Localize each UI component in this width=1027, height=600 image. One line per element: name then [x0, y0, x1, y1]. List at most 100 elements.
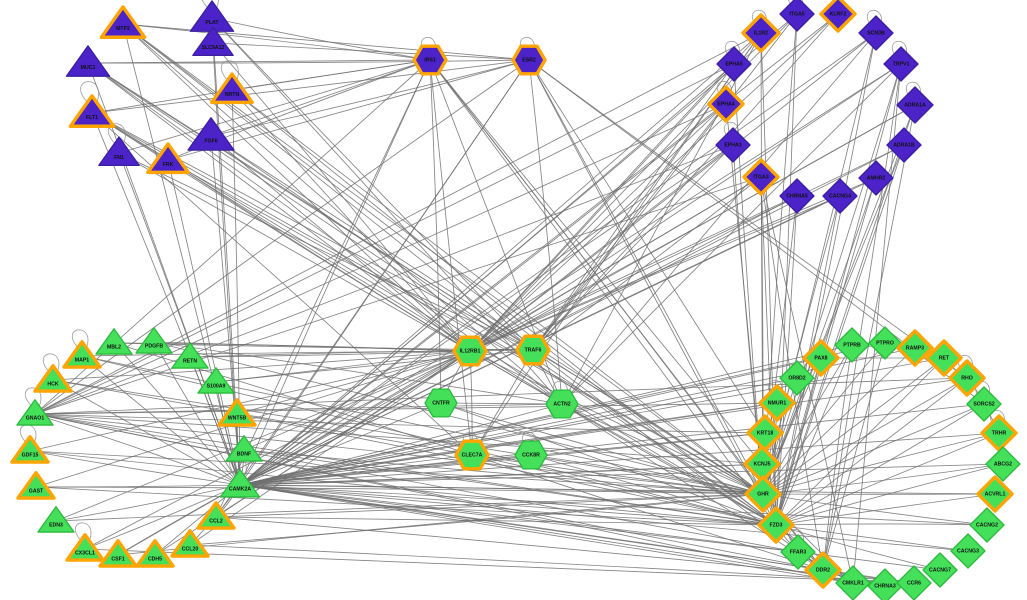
network-node[interactable]: PTPRB — [834, 327, 870, 363]
network-node[interactable]: IL1R2 — [741, 13, 781, 53]
node-diamond-shape[interactable] — [779, 178, 815, 214]
node-diamond-shape[interactable] — [715, 127, 751, 163]
network-node[interactable]: ADRA1A — [896, 86, 934, 124]
node-triangle-shape[interactable] — [99, 5, 147, 39]
node-diamond-shape[interactable] — [758, 384, 796, 422]
network-node[interactable]: RETN — [171, 342, 209, 369]
node-diamond-shape[interactable] — [834, 327, 870, 363]
node-triangle-shape[interactable] — [65, 45, 111, 77]
node-triangle-shape[interactable] — [37, 506, 75, 533]
network-node[interactable]: ESR2 — [511, 44, 547, 76]
node-triangle-shape[interactable] — [189, 0, 235, 32]
network-node[interactable]: GDF15 — [10, 435, 50, 464]
network-node[interactable]: GNAO1 — [16, 399, 54, 426]
node-hexagon-shape[interactable] — [452, 335, 488, 367]
node-diamond-shape[interactable] — [976, 475, 1014, 513]
node-triangle-shape[interactable] — [65, 533, 105, 562]
node-hexagon-shape[interactable] — [515, 334, 551, 366]
node-triangle-shape[interactable] — [187, 117, 235, 151]
node-diamond-shape[interactable] — [757, 506, 795, 544]
node-diamond-shape[interactable] — [867, 568, 903, 600]
network-node[interactable]: GAST — [16, 471, 56, 500]
node-diamond-shape[interactable] — [716, 46, 752, 82]
node-diamond-shape[interactable] — [858, 160, 894, 196]
network-node[interactable]: TRHR — [980, 414, 1018, 452]
network-node[interactable]: CX3CL1 — [65, 533, 105, 562]
network-node[interactable]: KLRF2 — [819, 0, 857, 33]
network-node[interactable]: EDN3 — [37, 506, 75, 533]
network-node[interactable]: MAP1 — [62, 340, 102, 369]
network-node[interactable]: CACNG2 — [969, 507, 1005, 543]
node-diamond-shape[interactable] — [883, 46, 919, 82]
node-diamond-shape[interactable] — [948, 359, 986, 397]
node-hexagon-shape[interactable] — [412, 44, 448, 76]
node-hexagon-shape[interactable] — [454, 439, 490, 471]
network-node[interactable]: CCL2 — [196, 501, 236, 530]
node-diamond-shape[interactable] — [779, 360, 815, 396]
node-diamond-shape[interactable] — [896, 329, 934, 367]
node-triangle-shape[interactable] — [170, 529, 210, 558]
network-node[interactable]: TRAF6 — [515, 334, 551, 366]
network-node[interactable]: PDGFB — [135, 327, 173, 354]
node-diamond-shape[interactable] — [822, 178, 858, 214]
node-diamond-shape[interactable] — [819, 0, 857, 33]
node-triangle-shape[interactable] — [146, 142, 190, 175]
node-diamond-shape[interactable] — [780, 534, 816, 570]
node-diamond-shape[interactable] — [925, 339, 963, 377]
node-triangle-shape[interactable] — [135, 327, 173, 354]
node-triangle-shape[interactable] — [98, 136, 140, 167]
network-node[interactable]: CACNG3 — [950, 533, 986, 569]
nodes-layer[interactable]: MTP2PLATSLC9A12MUC1NRTNFLT1FGF6FN1FRKIRS… — [10, 0, 1021, 600]
node-diamond-shape[interactable] — [779, 0, 815, 32]
network-node[interactable]: ABCG2 — [985, 446, 1021, 482]
node-diamond-shape[interactable] — [835, 565, 871, 600]
node-triangle-shape[interactable] — [62, 340, 102, 369]
network-node[interactable]: EPHA5 — [716, 46, 752, 82]
node-diamond-shape[interactable] — [950, 533, 986, 569]
node-triangle-shape[interactable] — [219, 468, 261, 498]
node-triangle-shape[interactable] — [33, 364, 73, 393]
network-node[interactable]: BDNF — [225, 435, 263, 462]
node-triangle-shape[interactable] — [196, 501, 236, 530]
node-diamond-shape[interactable] — [802, 339, 840, 377]
node-diamond-shape[interactable] — [969, 507, 1005, 543]
node-diamond-shape[interactable] — [896, 86, 934, 124]
network-node[interactable]: CLEC7A — [454, 439, 490, 471]
node-hexagon-shape[interactable] — [545, 389, 579, 419]
network-node[interactable]: HCK — [33, 364, 73, 393]
network-node[interactable]: DDR2 — [804, 551, 842, 589]
network-node[interactable]: MUC1 — [65, 45, 111, 77]
network-node[interactable]: PLAT — [189, 0, 235, 32]
network-node[interactable]: IRS1 — [412, 44, 448, 76]
node-triangle-shape[interactable] — [98, 539, 138, 568]
node-triangle-shape[interactable] — [16, 471, 56, 500]
network-node[interactable]: MTP2 — [99, 5, 147, 39]
node-diamond-shape[interactable] — [742, 158, 780, 196]
node-hexagon-shape[interactable] — [514, 440, 548, 470]
node-diamond-shape[interactable] — [858, 15, 894, 51]
network-node[interactable]: CCL20 — [170, 529, 210, 558]
node-triangle-shape[interactable] — [95, 328, 133, 355]
node-triangle-shape[interactable] — [217, 398, 257, 427]
node-diamond-shape[interactable] — [868, 326, 902, 360]
node-triangle-shape[interactable] — [192, 26, 234, 57]
node-triangle-shape[interactable] — [210, 72, 254, 105]
node-diamond-shape[interactable] — [707, 85, 745, 123]
network-node[interactable]: SCN3B — [858, 15, 894, 51]
node-triangle-shape[interactable] — [68, 94, 116, 128]
node-triangle-shape[interactable] — [16, 399, 54, 426]
node-triangle-shape[interactable] — [197, 367, 235, 394]
network-node[interactable]: ACVRL1 — [976, 475, 1014, 513]
node-triangle-shape[interactable] — [10, 435, 50, 464]
node-diamond-shape[interactable] — [896, 565, 932, 600]
node-triangle-shape[interactable] — [171, 342, 209, 369]
network-node[interactable]: CHRNA5 — [779, 178, 815, 214]
node-diamond-shape[interactable] — [804, 551, 842, 589]
node-hexagon-shape[interactable] — [424, 388, 458, 418]
node-diamond-shape[interactable] — [744, 475, 782, 513]
node-triangle-shape[interactable] — [135, 539, 175, 568]
network-node[interactable]: FN1 — [98, 136, 140, 167]
node-diamond-shape[interactable] — [966, 386, 1002, 422]
